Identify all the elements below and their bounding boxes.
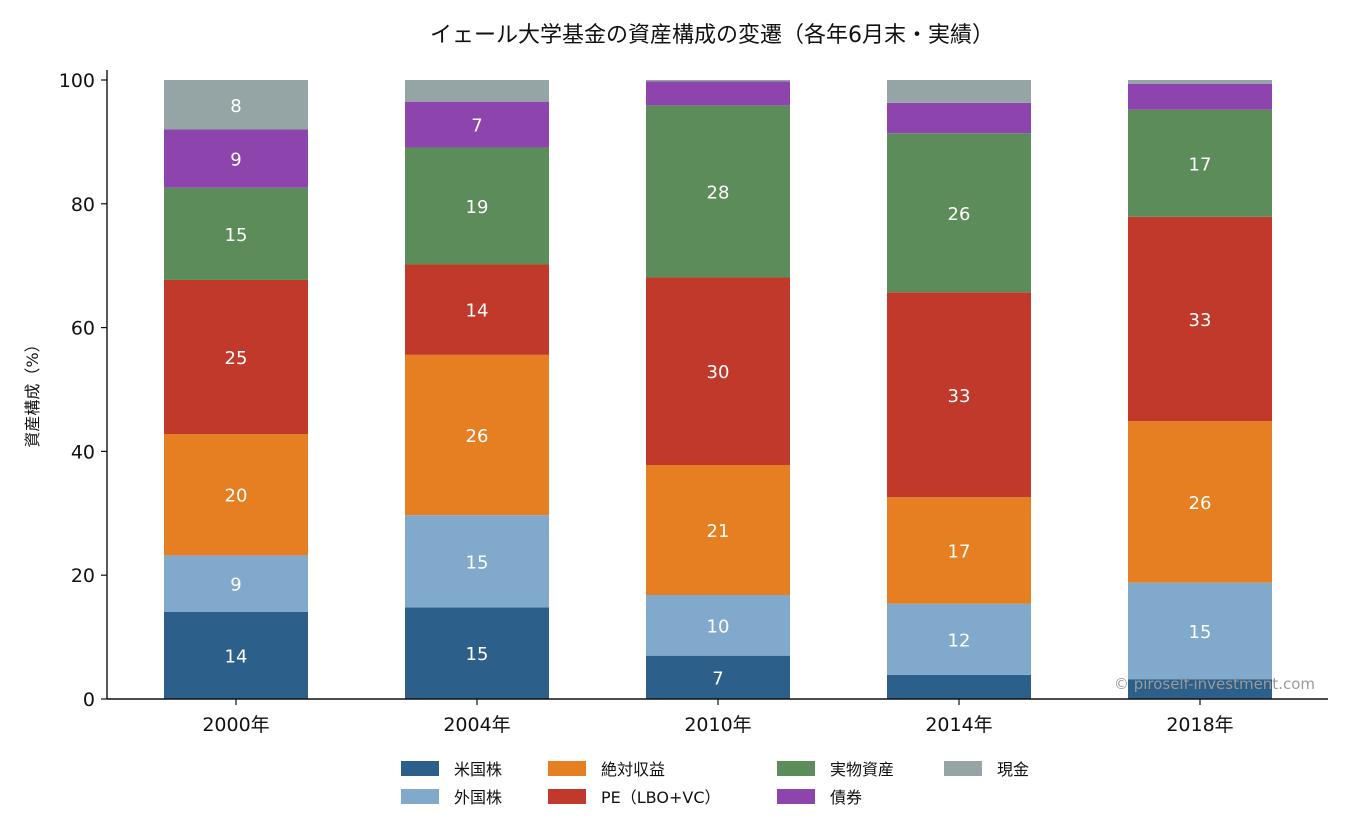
bar-segment [164,434,308,556]
data-label: 15 [225,225,248,246]
data-label: 9 [230,575,241,596]
x-tick-label: 2010年 [684,714,751,736]
bar-segment [646,81,790,106]
plot-area: 14 9 20 25 15 9 8 15 15 26 14 19 7 7 10 21 30 28 12 17 33 26 1… [59,70,1328,736]
bar-segment [887,674,1031,699]
legend-swatch [401,789,439,804]
data-label: 26 [466,426,489,447]
data-label: 15 [1189,622,1212,643]
data-label: 8 [230,96,241,117]
bar-segment [405,607,549,699]
bar-segment [1128,83,1272,110]
x-tick-label: 2018年 [1166,714,1233,736]
bar-segment [164,611,308,699]
data-label: 14 [225,646,248,667]
x-tick-label: 2014年 [925,714,992,736]
legend-label: 米国株 [454,760,502,779]
data-label: 30 [707,362,730,383]
bar-segment [887,292,1031,498]
data-label: 28 [707,182,730,203]
bar-segment [646,80,790,82]
legend-label: 実物資産 [830,760,894,779]
data-label: 12 [948,630,971,651]
data-label: 15 [466,552,489,573]
bar-segment [405,264,549,355]
chart-title: イェール大学基金の資産構成の変遷（各年6月末・実績） [430,23,994,48]
bar-segment [164,555,308,612]
legend-swatch [548,761,586,776]
data-label: 15 [466,644,489,665]
data-label: 14 [466,301,489,322]
bar-segment [405,354,549,516]
y-tick-label: 80 [71,194,95,216]
bar-segment [164,80,308,130]
bar-segment [164,187,308,280]
legend-swatch [777,789,815,804]
bar-segment [405,515,549,608]
bar-segment [1128,679,1272,699]
legend-label: PE（LBO+VC） [601,788,721,807]
bar-segment [646,595,790,656]
bar-segment [887,497,1031,604]
bar-segment [1128,109,1272,217]
bar-segment [164,279,308,435]
legend-label: 外国株 [454,788,502,807]
legend-label: 絶対収益 [601,760,665,779]
data-label: 26 [1189,493,1212,514]
bar-segment [164,129,308,188]
legend-swatch [777,761,815,776]
x-tick-label: 2000年 [202,714,269,736]
data-label: 7 [471,116,482,137]
y-tick-label: 0 [83,689,95,711]
y-axis-label: 資産構成（%） [23,336,42,447]
data-label: 19 [466,197,489,218]
bar-segment [405,147,549,265]
data-label: 20 [225,486,248,507]
legend-swatch [401,761,439,776]
y-tick-label: 20 [71,565,95,587]
bar-segment [646,105,790,278]
legend-swatch [944,761,982,776]
data-label: 17 [948,541,971,562]
bar-segment [1128,216,1272,422]
data-label: 10 [707,616,730,637]
bar-segment [887,102,1031,134]
data-label: 26 [948,204,971,225]
legend-swatch [548,789,586,804]
y-tick-label: 40 [71,441,95,463]
watermark: © piroself-investment.com [1114,675,1315,693]
data-label: 33 [948,386,971,407]
bar-segment [646,465,790,596]
data-label: 9 [230,150,241,171]
x-tick-label: 2004年 [443,714,510,736]
data-label: 17 [1189,154,1212,175]
data-label: 25 [225,348,248,369]
bar-segment [405,80,549,102]
legend-label: 債券 [830,788,862,807]
bar-segment [646,277,790,466]
bar-segment [887,603,1031,675]
bar-segment [1128,582,1272,680]
bar-segment [646,655,790,699]
y-tick-label: 100 [59,70,95,92]
data-label: 21 [707,521,730,542]
bar-segment [1128,80,1272,84]
data-label: 33 [1189,310,1212,331]
bar-segment [1128,421,1272,583]
bar-segment [887,133,1031,293]
data-label: 7 [712,668,723,689]
y-tick-label: 60 [71,318,95,340]
legend-label: 現金 [997,760,1029,779]
bar-segment [887,80,1031,103]
bar-segment [405,101,549,148]
